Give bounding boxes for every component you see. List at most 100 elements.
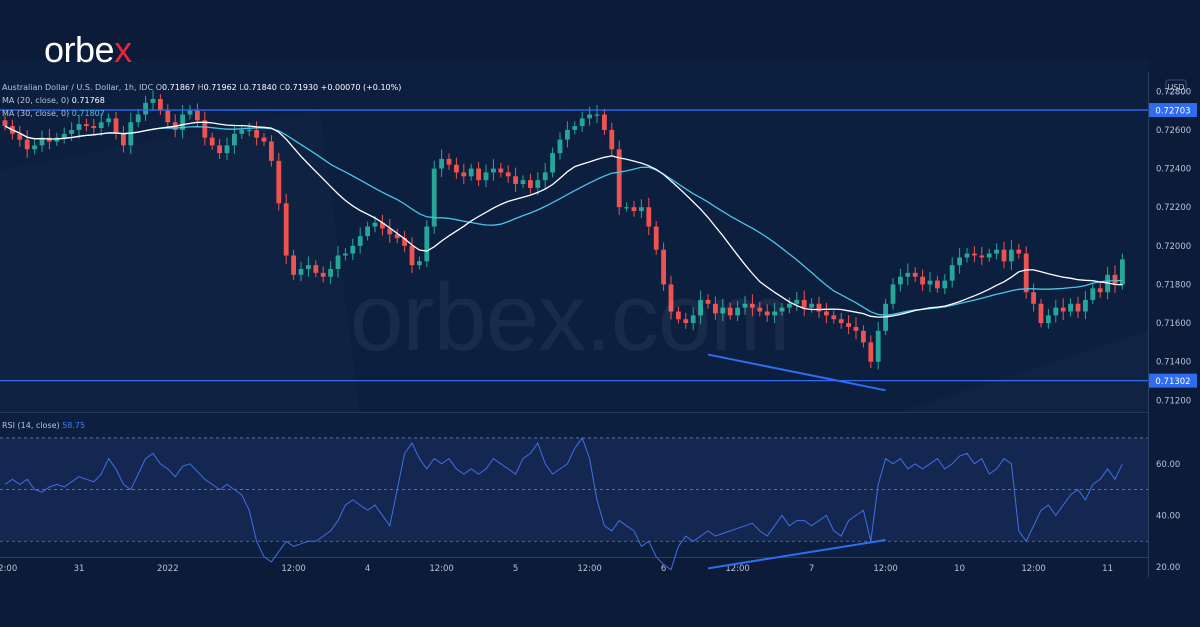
candle-body [195, 110, 200, 121]
candle-body [565, 129, 570, 140]
low-value: 0.71840 [243, 83, 277, 92]
candle-body [417, 261, 422, 266]
candle-body [905, 272, 911, 277]
price-tick: 0.71200 [1156, 396, 1191, 406]
candle-body [542, 172, 548, 181]
candle-body [927, 280, 933, 285]
candle-body [705, 299, 711, 304]
ma30-value: 0.71807 [71, 109, 105, 118]
candle-body [1090, 288, 1096, 300]
candle-body [128, 122, 134, 146]
time-tick: 12:00 [725, 564, 750, 574]
orbex-logo[interactable]: orbex [44, 30, 132, 70]
rsi-divergence-line [707, 538, 886, 570]
rsi-label: RSI (14, close) [2, 421, 60, 430]
candle-body [994, 249, 999, 254]
candle-body [394, 234, 400, 239]
candle-body [328, 269, 333, 277]
high-value: 0.71962 [203, 83, 237, 92]
ma20-value: 0.71768 [71, 96, 105, 105]
time-tick: 10 [954, 564, 965, 574]
rsi-value: 58.75 [62, 421, 86, 430]
candle-body [831, 315, 837, 320]
candle-body [165, 110, 171, 123]
candle-body [861, 330, 866, 343]
close-value: 0.71930 [285, 83, 319, 92]
candle-body [579, 118, 585, 127]
logo-x-mark: x [114, 29, 132, 70]
price-tick: 0.72600 [1156, 126, 1191, 136]
price-pane-bg [0, 60, 1148, 412]
candle-body [91, 126, 97, 129]
candle-body [276, 160, 282, 204]
candle-body [520, 180, 526, 185]
candle-body [158, 99, 163, 111]
symbol-legend: Australian Dollar / U.S. Dollar, 1h, IDC… [2, 82, 401, 93]
candle-body [890, 284, 896, 304]
candle-body [602, 114, 607, 130]
price-scale-bg [1148, 60, 1200, 577]
candle-body [454, 164, 459, 173]
candle-body [505, 172, 511, 177]
candle-body [957, 257, 962, 266]
time-tick: 7 [809, 564, 814, 574]
time-tick: 12:00 [429, 564, 454, 574]
change-value: +0.00070 (+0.10%) [320, 83, 402, 92]
candle-body [513, 176, 518, 185]
candle-body [121, 133, 126, 146]
logo-text: orbe [44, 29, 115, 70]
candle-body [113, 118, 119, 134]
candle-body [801, 299, 807, 308]
candle-body [550, 153, 555, 173]
candle-body [431, 168, 437, 227]
candle-body [372, 222, 378, 227]
candle-body [942, 280, 948, 289]
candle-body [135, 114, 141, 123]
candle-body [787, 303, 792, 308]
currency-label: USD [1167, 83, 1184, 92]
candle-body [246, 129, 252, 132]
candle-body [853, 326, 859, 331]
time-tick: 4 [365, 564, 370, 574]
candle-body [424, 226, 430, 262]
candle-body [283, 203, 289, 256]
time-tick: 12:00 [873, 564, 898, 574]
time-tick: 12:00 [577, 564, 602, 574]
symbol-name: Australian Dollar / U.S. Dollar, 1h, IDC [2, 83, 154, 92]
candle-body [335, 255, 341, 270]
candle-body [616, 149, 622, 208]
candle-body [313, 265, 319, 273]
candle-body [402, 238, 407, 246]
level-label: 0.71302 [1155, 377, 1190, 387]
candle-body [232, 133, 237, 146]
candle-body [61, 133, 67, 138]
candle-body [1075, 303, 1081, 312]
rsi-tick: 20.00 [1156, 563, 1180, 573]
candle-body [653, 226, 659, 250]
candle-body [557, 139, 563, 154]
candle-body [816, 303, 822, 312]
time-tick: 12:00 [0, 564, 17, 574]
candle-body [17, 133, 23, 140]
ma30-line [4, 125, 1123, 316]
candle-body [1068, 303, 1073, 312]
candle-body [750, 303, 755, 308]
candle-body [720, 307, 726, 314]
candle-body [838, 319, 844, 324]
candle-body [1031, 292, 1036, 304]
candle-body [365, 226, 370, 237]
candle-body [1038, 303, 1044, 324]
candle-body [187, 110, 193, 115]
rsi-line [4, 436, 1123, 571]
candle-body [690, 315, 696, 324]
price-tick: 0.71400 [1156, 358, 1191, 368]
candle-body [39, 137, 45, 146]
candle-body [735, 307, 740, 316]
candle-body [291, 255, 296, 275]
candle-body [180, 114, 185, 130]
time-tick: 31 [74, 564, 85, 574]
candle-body [1009, 249, 1014, 262]
candle-body [254, 129, 259, 138]
candle-body [1097, 288, 1103, 293]
candle-body [24, 139, 30, 150]
